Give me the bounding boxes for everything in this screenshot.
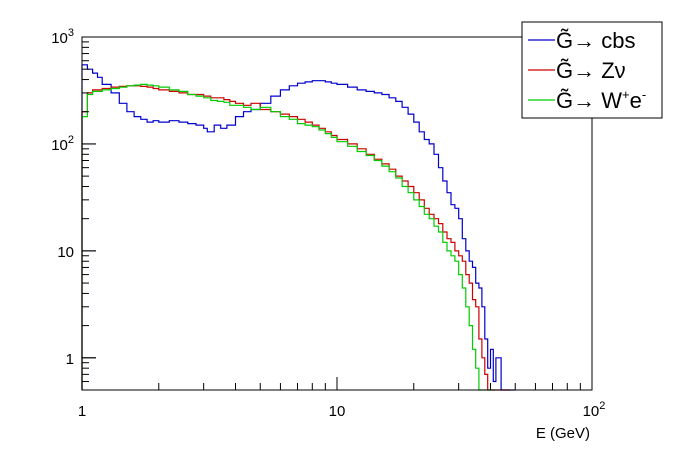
- x-tick-label: 1: [78, 403, 86, 420]
- x-tick-label: 10: [329, 403, 346, 420]
- x-tick-label: 102: [583, 400, 606, 420]
- series-line-2: [81, 83, 495, 391]
- legend-label: G̃→ W+e-: [556, 87, 646, 113]
- y-tick-label: 1: [66, 351, 74, 368]
- y-tick-label: 103: [51, 27, 74, 47]
- y-axis-tick-labels: 1 10 102 103: [51, 27, 74, 368]
- y-tick-label: 102: [51, 134, 74, 154]
- legend-label: G̃→ cbs: [556, 28, 635, 53]
- series-layer: [81, 64, 516, 391]
- legend: G̃→ cbs G̃→ Zν G̃→ W+e-: [521, 21, 663, 119]
- x-axis-tick-labels: 1 10 102: [78, 400, 606, 420]
- x-axis-title: E (GeV): [536, 425, 590, 442]
- y-axis-ticks: [82, 36, 96, 391]
- legend-label: G̃→ Zν: [556, 58, 626, 83]
- series-line-0: [81, 64, 516, 391]
- y-tick-label: 10: [57, 244, 74, 261]
- x-axis-ticks: [81, 377, 593, 390]
- series-line-1: [81, 85, 511, 391]
